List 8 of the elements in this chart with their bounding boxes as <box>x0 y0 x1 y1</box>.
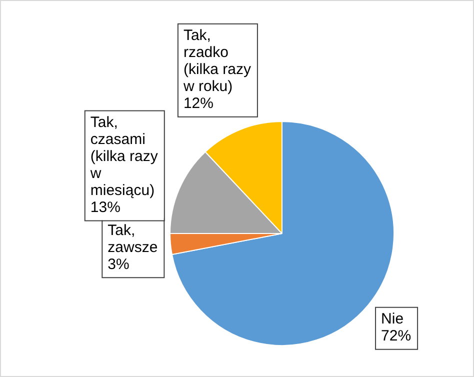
data-label: 12% <box>183 95 214 112</box>
slice-label: Tak, czasami (kilka razy w miesiącu) <box>89 114 158 199</box>
data-label: 72% <box>381 327 412 344</box>
slice-label: Tak, rzadko (kilka razy w roku) <box>182 27 252 95</box>
data-label: 13% <box>90 198 120 216</box>
slice-label: Nie <box>381 310 404 328</box>
slice-label: Tak, zawsze <box>108 222 158 256</box>
data-label: 3% <box>108 256 130 273</box>
